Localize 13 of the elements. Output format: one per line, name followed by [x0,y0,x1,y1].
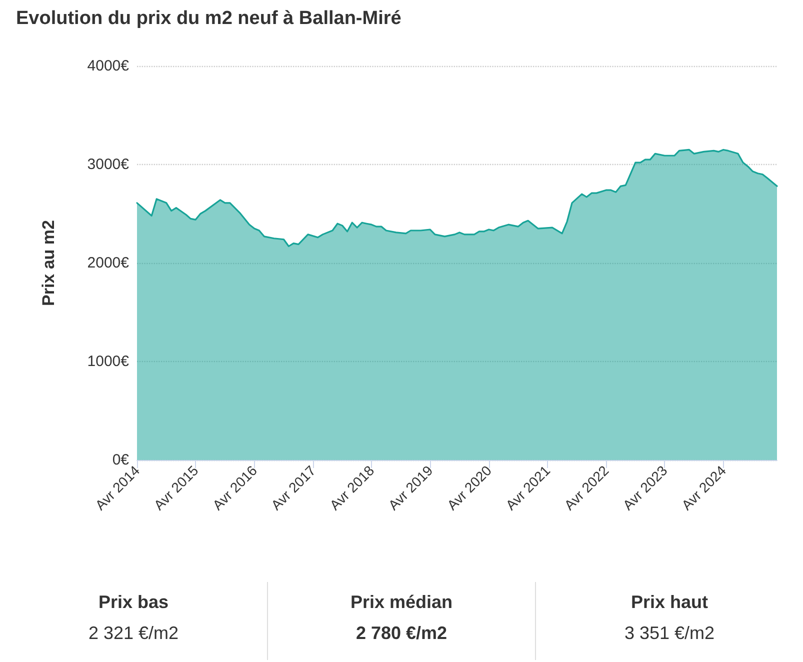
chart-title: Evolution du prix du m2 neuf à Ballan-Miré [16,8,402,30]
text: 2 780 €/m2 [354,623,448,644]
y-tick-label: 0€ [112,452,130,468]
y-tick-label: 1000€ [87,353,130,370]
text: 2 321 €/m2 [87,623,180,644]
y-axis-title: Prix au m2 [39,220,58,306]
text: 3 351 €/m2 [623,623,716,644]
y-tick-label: 3000€ [87,156,130,173]
y-tick-label: 4000€ [87,58,130,74]
y-tick-label: 2000€ [87,254,130,272]
text: Prix bas [97,592,170,613]
text: Prix médian [349,592,454,613]
text: Prix haut [630,592,710,613]
